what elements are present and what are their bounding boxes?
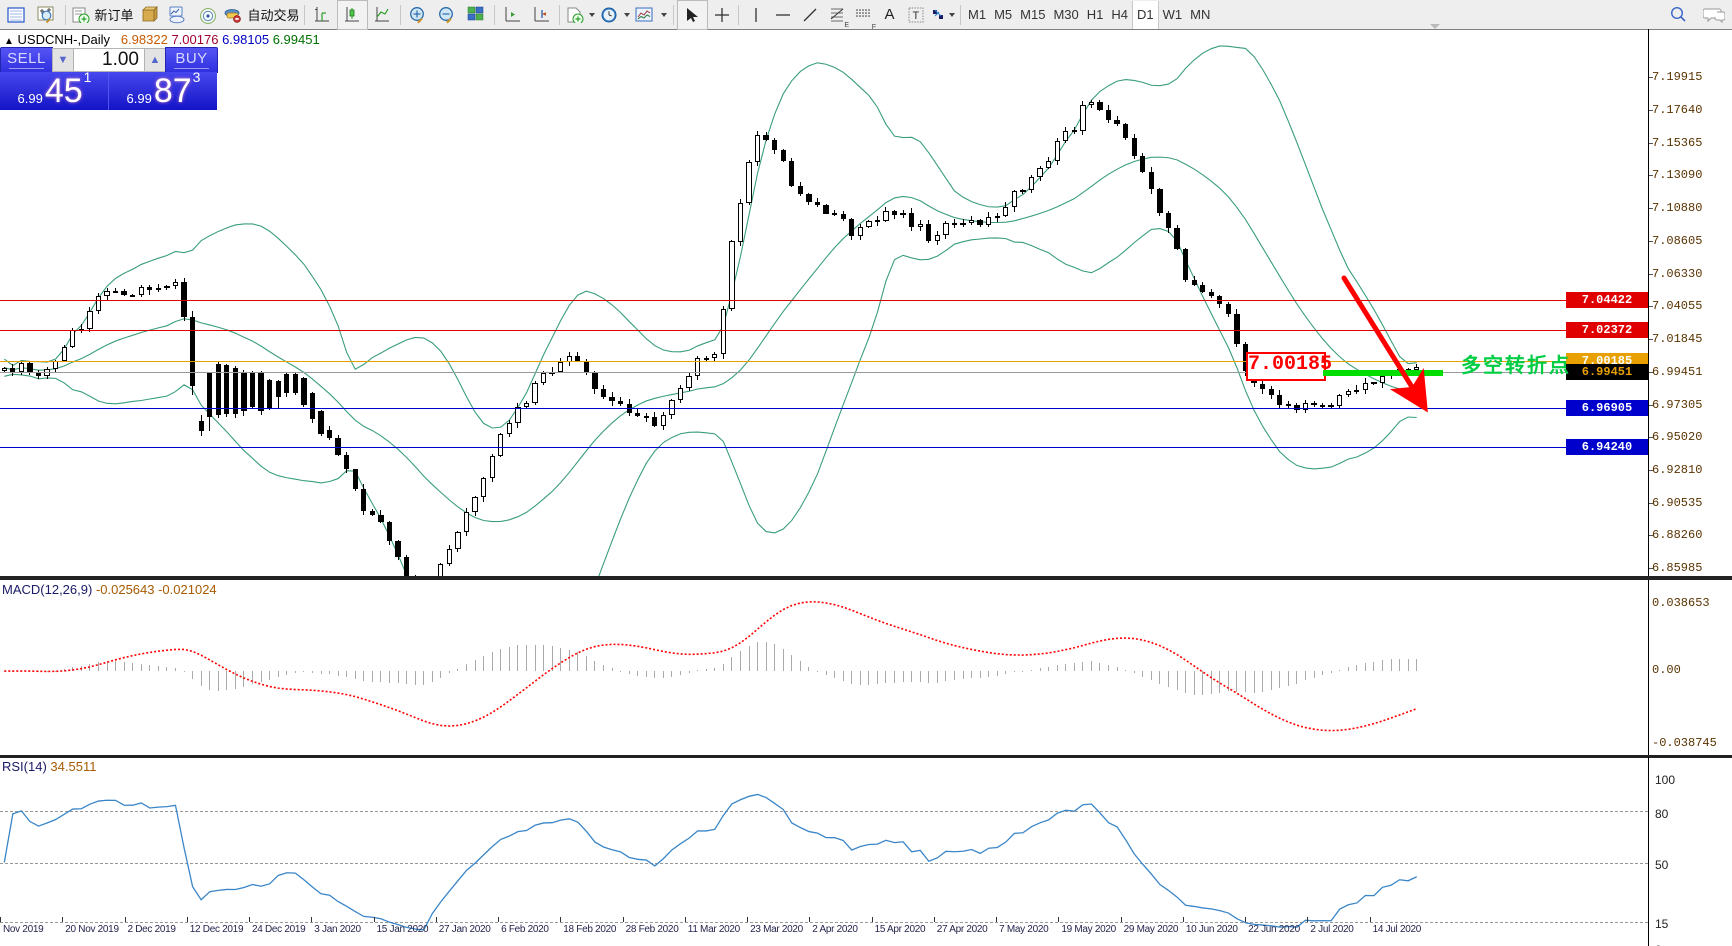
svg-text:T: T [912,10,919,22]
